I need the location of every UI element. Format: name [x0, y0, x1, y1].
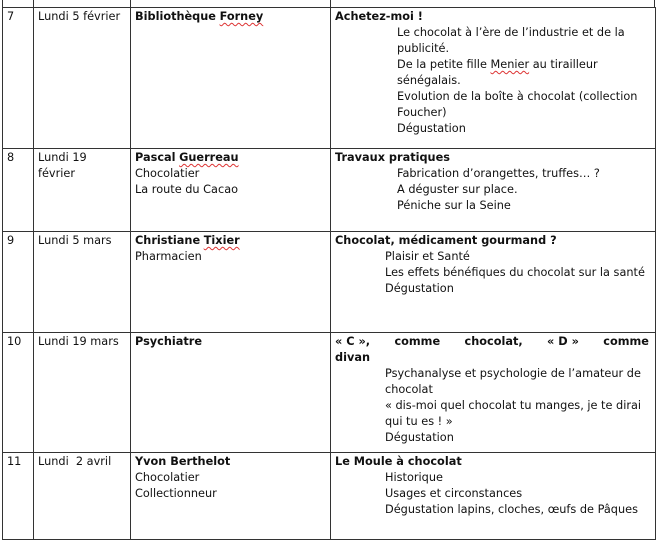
topic-title: Chocolat, médicament gourmand ? — [335, 234, 557, 247]
speaker-role: Collectionneur — [135, 487, 217, 500]
topic-item: Plaisir et Santé — [385, 250, 470, 263]
topic-cell: Travaux pratiques Fabrication d’orangett… — [330, 148, 656, 232]
topic-item: A déguster sur place. — [397, 183, 518, 196]
speaker-name: Christiane — [135, 234, 201, 247]
topic-cell: Chocolat, médicament gourmand ? Plaisir … — [330, 231, 656, 333]
table-row: 7 Lundi 5 février Bibliothèque Forney Ac… — [2, 7, 656, 149]
session-date: Lundi 5 février — [33, 7, 131, 149]
table-row: 10 Lundi 19 mars Psychiatre « C », comme c… — [2, 332, 656, 453]
table-row: 8 Lundi 19 février Pascal Guerreau Choco… — [2, 148, 656, 232]
topic-cell: Achetez-moi ! Le chocolat à l’ère de l’i… — [330, 7, 656, 149]
speaker-role: Pharmacien — [135, 250, 202, 263]
speaker-name: Psychiatre — [135, 335, 203, 348]
topic-title-end: divan — [335, 351, 370, 364]
table-row: 9 Lundi 5 mars Christiane Tixier Pharmac… — [2, 231, 656, 333]
speaker-name-misspelled: Forney — [219, 10, 264, 23]
topic-cell: « C », comme chocolat, « D » comme divan Psy… — [330, 332, 656, 453]
session-number: 10 — [2, 332, 34, 453]
topic-item: Dégustation lapins, cloches, œufs de Pâq… — [385, 503, 638, 516]
session-number: 11 — [2, 452, 34, 540]
speaker-name: Bibliothèque — [135, 10, 216, 23]
session-date: Lundi 2 avril — [33, 452, 131, 540]
topic-item: Dégustation — [385, 431, 454, 444]
speaker-name: Pascal — [135, 151, 176, 164]
topic-item: Péniche sur la Seine — [397, 199, 511, 212]
session-number: 7 — [2, 7, 34, 149]
session-number: 8 — [2, 148, 34, 232]
topic-item: Dégustation — [385, 282, 454, 295]
topic-title: « C », comme chocolat, « D » comme — [335, 335, 649, 348]
session-number: 9 — [2, 231, 34, 333]
topic-item: Usages et circonstances — [385, 487, 523, 500]
session-date: Lundi 5 mars — [33, 231, 131, 333]
speaker-role: Chocolatier — [135, 167, 200, 180]
topic-title: Travaux pratiques — [335, 151, 450, 164]
speaker-name-misspelled: Guerreau — [179, 151, 239, 164]
speaker-cell: Yvon Berthelot Chocolatier Collectionneu… — [130, 452, 331, 540]
topic-item: Dégustation — [397, 122, 466, 135]
speaker-cell: Bibliothèque Forney — [130, 7, 331, 149]
speaker-cell: Christiane Tixier Pharmacien — [130, 231, 331, 333]
speaker-cell: Pascal Guerreau Chocolatier La route du … — [130, 148, 331, 232]
topic-item: Fabrication d’orangettes, truffes… ? — [397, 167, 600, 180]
speaker-name: Yvon Berthelot — [135, 455, 231, 468]
topic-item: « dis-moi quel chocolat tu manges, je te… — [385, 399, 642, 428]
speaker-name-misspelled: Tixier — [203, 234, 240, 247]
topic-title: Achetez-moi ! — [335, 10, 423, 23]
speaker-role: Chocolatier — [135, 471, 200, 484]
topic-item: Psychanalyse et psychologie de l’amateur… — [385, 367, 641, 396]
speaker-cell: Psychiatre — [130, 332, 331, 453]
session-date: Lundi 19 février — [33, 148, 131, 232]
speaker-role: La route du Cacao — [135, 183, 239, 196]
table-row: 11 Lundi 2 avril Yvon Berthelot Chocolat… — [2, 452, 656, 540]
topic-item: Evolution de la boîte à chocolat (collec… — [397, 90, 638, 119]
topic-item: Les effets bénéfiques du chocolat sur la… — [385, 266, 645, 279]
topic-item: De la petite fille Menier au tirailleur … — [397, 58, 598, 87]
topic-cell: Le Moule à chocolat Historique Usages et… — [330, 452, 656, 540]
program-table: 7 Lundi 5 février Bibliothèque Forney Ac… — [2, 7, 656, 540]
session-date: Lundi 19 mars — [33, 332, 131, 453]
topic-item: Historique — [385, 471, 443, 484]
topic-title: Le Moule à chocolat — [335, 455, 462, 468]
topic-item: Le chocolat à l’ère de l’industrie et de… — [397, 26, 625, 55]
